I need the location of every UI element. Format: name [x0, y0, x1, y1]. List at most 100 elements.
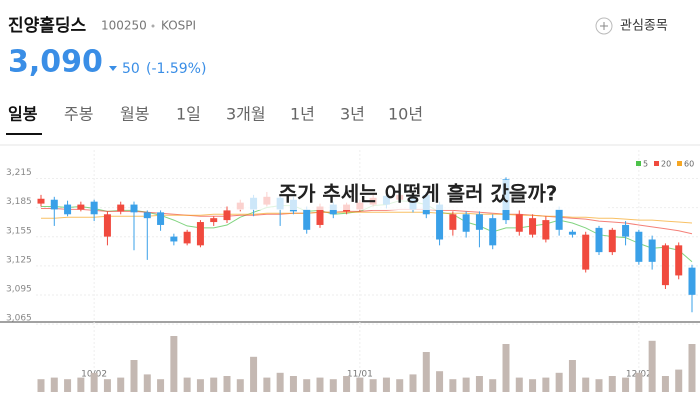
legend-label: 60	[684, 160, 694, 169]
candle-body	[117, 204, 125, 212]
candle-body	[37, 198, 45, 204]
tab[interactable]: 3개월	[226, 105, 266, 124]
legend-swatch	[636, 161, 641, 166]
volume-bar	[529, 379, 537, 392]
y-tick-label: 3,125	[6, 255, 32, 265]
volume-bar	[90, 372, 98, 392]
watch-label: 관심종목	[620, 19, 668, 34]
legend-label: 20	[661, 160, 671, 169]
volume-bar	[356, 377, 364, 392]
candle-body	[529, 218, 537, 235]
volume-bar	[675, 369, 683, 392]
volume-bar	[250, 356, 258, 392]
y-tick-label: 3,155	[6, 226, 32, 236]
candle-body	[462, 214, 470, 232]
volume-bar	[409, 374, 417, 392]
candle-body	[515, 214, 523, 232]
volume-bar	[422, 352, 430, 392]
candle-body	[475, 214, 483, 230]
volume-bar	[183, 377, 191, 392]
candle-body	[595, 227, 603, 253]
candle-body	[196, 222, 204, 246]
volume-bar	[50, 377, 58, 392]
volume-bar	[661, 376, 669, 392]
candle-body	[223, 210, 231, 221]
stock-name: 진양홀딩스	[8, 15, 87, 36]
volume-bar	[117, 377, 125, 392]
volume-bar	[582, 377, 590, 392]
tab[interactable]: 3년	[340, 105, 365, 124]
volume-bar	[103, 379, 111, 392]
volume-bar	[622, 377, 630, 392]
plot: 3,0653,0953,1253,1553,1853,21510/0211/01…	[6, 150, 700, 392]
volume-bar	[462, 377, 470, 392]
y-tick-label: 3,095	[6, 285, 32, 295]
moving-average	[41, 211, 693, 224]
candle-body	[449, 214, 457, 230]
candle-body	[608, 229, 616, 253]
overlay-bg	[228, 180, 608, 210]
candle-body	[170, 236, 178, 242]
watch-button[interactable]: 관심종목	[595, 17, 668, 35]
plus-icon	[595, 17, 613, 35]
volume-bar	[608, 376, 616, 392]
candle-body	[50, 199, 58, 210]
volume-bar	[515, 377, 523, 392]
candle-body	[582, 234, 590, 270]
candle-body	[103, 214, 111, 237]
change: 50	[122, 61, 140, 77]
volume-bar	[343, 376, 351, 392]
volume-bar	[276, 372, 284, 392]
volume-bar	[475, 376, 483, 392]
tabs: 일봉 주봉 월봉 1일 3개월 1년 3년 10년	[6, 105, 423, 135]
candle-body	[661, 245, 669, 286]
volume-bar	[157, 379, 165, 392]
volume-bar	[502, 344, 510, 392]
candle-body	[648, 239, 656, 262]
legend-swatch	[654, 161, 659, 166]
candle-body	[436, 204, 444, 240]
candle-body	[635, 231, 643, 262]
volume-bar	[436, 371, 444, 392]
volume-bar	[210, 377, 218, 392]
volume-bar	[382, 377, 390, 392]
tab[interactable]: 1년	[290, 105, 315, 124]
tab[interactable]: 월봉	[120, 105, 149, 124]
volume-bar	[143, 374, 151, 392]
x-tick-label: 11/01	[347, 370, 373, 380]
candle-body	[316, 206, 324, 225]
volume-bar	[263, 377, 271, 392]
tab[interactable]: 10년	[388, 105, 423, 124]
tab[interactable]: 일봉	[8, 105, 38, 124]
volume-bar	[635, 372, 643, 392]
volume-bar	[77, 377, 85, 392]
candle-body	[489, 218, 497, 246]
separator-dot	[151, 24, 155, 28]
candle-body	[675, 245, 683, 276]
volume-bar	[236, 379, 244, 392]
volume-bar	[396, 379, 404, 392]
volume-bar	[369, 379, 377, 392]
volume-bar	[316, 377, 324, 392]
candle-body	[77, 204, 85, 210]
volume-bar	[303, 379, 311, 392]
volume-bar	[196, 379, 204, 392]
volume-bar	[542, 377, 550, 392]
market: KOSPI	[161, 19, 196, 33]
volume-bar	[130, 360, 138, 392]
plus-sign	[600, 22, 608, 30]
volume-bar	[170, 336, 178, 392]
y-tick-label: 3,215	[6, 168, 32, 178]
candle-body	[555, 209, 563, 230]
candle-body	[64, 204, 72, 215]
candle-body	[303, 209, 311, 230]
price: 3,090	[8, 45, 103, 80]
legend-label: 5	[643, 160, 648, 169]
tab[interactable]: 주봉	[64, 105, 93, 124]
volume-bar	[289, 376, 297, 392]
stock-code: 100250	[101, 19, 147, 33]
volume-bar	[37, 379, 45, 392]
tab[interactable]: 1일	[176, 105, 201, 124]
overlay-title: 주가 추세는 어떻게 흘러 갔을까?	[279, 182, 558, 206]
